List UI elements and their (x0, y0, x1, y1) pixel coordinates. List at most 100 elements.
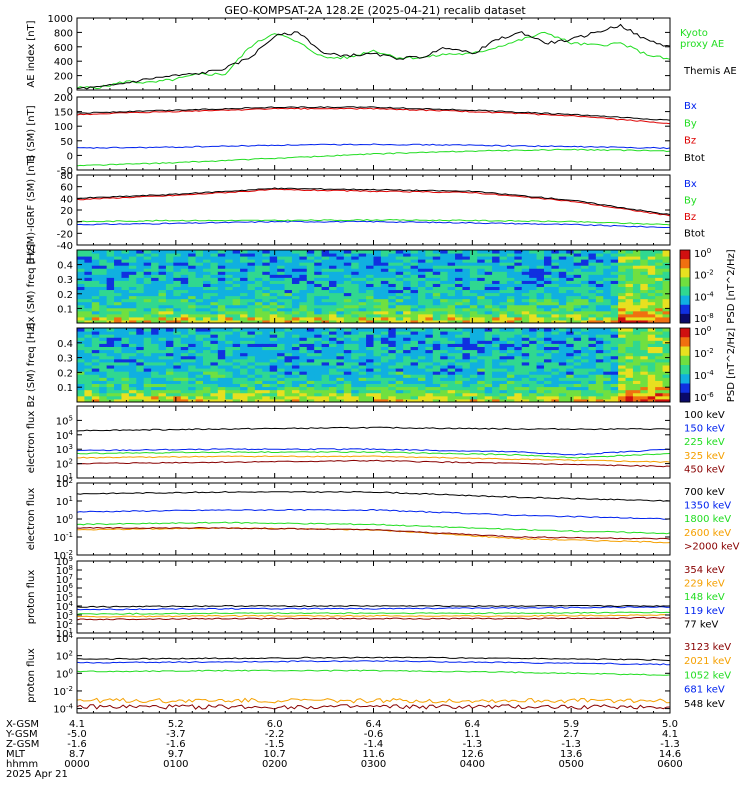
heatmap-cell (336, 286, 345, 291)
heatmap-cell (662, 383, 671, 388)
series-line-bx (76, 220, 671, 228)
heatmap-cell (180, 271, 189, 275)
heatmap-cell (603, 310, 612, 315)
heatmap-cell (662, 262, 671, 266)
heatmap-cell (299, 371, 308, 375)
heatmap-cell (343, 398, 352, 403)
heatmap-cell (247, 313, 256, 318)
heatmap-cell (136, 304, 145, 309)
heatmap-cell (136, 361, 145, 366)
heatmap-cell (603, 365, 612, 369)
heatmap-cell (84, 334, 93, 338)
heatmap-cell (521, 271, 530, 275)
heatmap-cell (91, 265, 100, 269)
heatmap-cell (84, 349, 93, 354)
heatmap-cell (84, 380, 93, 384)
heatmap-cell (581, 283, 589, 287)
heatmap-cell (254, 361, 263, 366)
heatmap-cell (588, 283, 597, 287)
heatmap-cell (336, 265, 345, 269)
heatmap-cell (655, 371, 664, 375)
heatmap-cell (188, 340, 197, 344)
heatmap-cell (121, 395, 130, 400)
heatmap-cell (173, 337, 182, 341)
heatmap-cell (343, 368, 352, 372)
heatmap-cell (403, 313, 412, 318)
y-tick-label: 0.2 (57, 290, 73, 301)
heatmap-cell (432, 292, 441, 297)
heatmap-cell (455, 265, 463, 269)
heatmap-cell (291, 349, 300, 354)
heatmap-cell (99, 398, 108, 403)
heatmap-cell (566, 313, 575, 318)
heatmap-cell (499, 250, 508, 254)
heatmap-cell (506, 334, 515, 338)
heatmap-cell (351, 355, 360, 360)
heatmap-cell (254, 383, 263, 388)
heatmap-cell (506, 277, 515, 281)
heatmap-cell (506, 386, 515, 391)
heatmap-cell (99, 380, 108, 384)
heatmap-cell (484, 346, 493, 351)
heatmap-cell (180, 280, 189, 284)
heatmap-cell (447, 389, 456, 394)
heatmap-cell (640, 277, 649, 281)
ephemeris-value: -1.3 (463, 739, 483, 750)
heatmap-cell (247, 316, 256, 321)
heatmap-cell (225, 343, 234, 347)
heatmap-cell (114, 334, 122, 338)
heatmap-cell (343, 289, 352, 294)
heatmap-cell (114, 262, 122, 266)
heatmap-cell (455, 377, 463, 381)
heatmap-cell (566, 346, 575, 351)
heatmap-cell (329, 268, 337, 272)
heatmap-cell (77, 292, 85, 297)
ephemeris-value: -2.2 (265, 729, 285, 740)
heatmap-cell (358, 395, 367, 400)
heatmap-cell (240, 374, 248, 378)
heatmap-cell (521, 316, 530, 321)
heatmap-cell (262, 310, 271, 315)
heatmap-cell (595, 389, 604, 394)
heatmap-cell (536, 268, 545, 272)
heatmap-cell (210, 295, 219, 300)
heatmap-cell (291, 368, 300, 372)
heatmap-cell (462, 361, 471, 366)
heatmap-cell (625, 274, 634, 278)
heatmap-cell (632, 274, 641, 278)
ephemeris-value: -3.7 (166, 729, 186, 740)
heatmap-cell (336, 371, 345, 375)
heatmap-cell (455, 386, 463, 391)
heatmap-cell (128, 361, 137, 366)
heatmap-cell (77, 295, 85, 300)
heatmap-cell (217, 295, 226, 300)
heatmap-cell (77, 328, 85, 332)
heatmap-cell (84, 316, 93, 321)
heatmap-cell (543, 250, 552, 254)
heatmap-cell (655, 365, 664, 369)
heatmap-cell (240, 265, 248, 269)
heatmap-cell (299, 392, 308, 397)
heatmap-cell (603, 346, 612, 351)
heatmap-cell (329, 383, 337, 388)
heatmap-cell (329, 358, 337, 363)
heatmap-cell (640, 352, 649, 357)
heatmap-cell (521, 361, 530, 366)
heatmap-cell (477, 343, 486, 347)
heatmap-cell (588, 358, 597, 363)
heatmap-cell (299, 280, 308, 284)
heatmap-cell (573, 361, 582, 366)
heatmap-cell (484, 392, 493, 397)
heatmap-cell (388, 262, 397, 266)
heatmap-cell (455, 389, 463, 394)
heatmap-cell (558, 395, 567, 400)
heatmap-cell (425, 355, 434, 360)
heatmap-cell (440, 295, 449, 300)
heatmap-cell (536, 334, 545, 338)
heatmap-cell (329, 253, 337, 257)
heatmap-cell (595, 271, 604, 275)
heatmap-cell (499, 286, 508, 291)
panel-frame (76, 482, 671, 556)
heatmap-cell (91, 295, 100, 300)
